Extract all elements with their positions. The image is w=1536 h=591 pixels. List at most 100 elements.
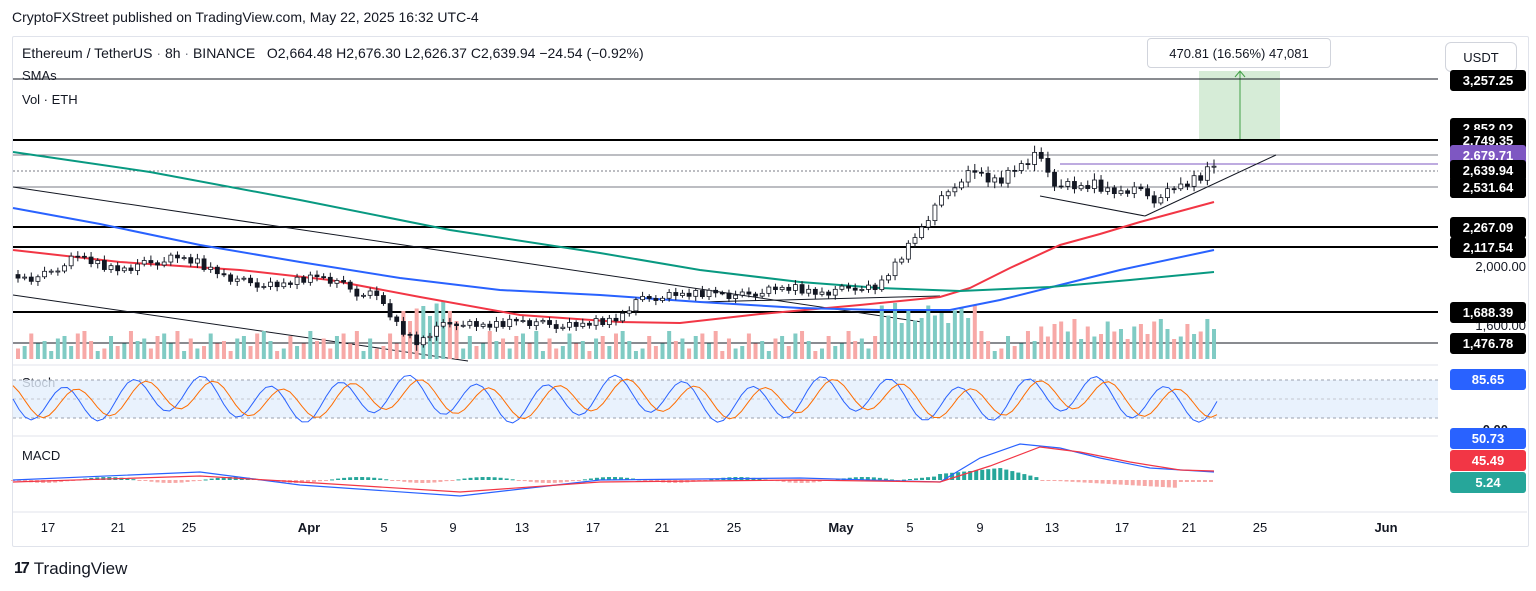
volume-bar [148,348,153,359]
candle [905,240,911,263]
volume-bar [766,351,771,359]
macd-histogram-bar [1208,480,1213,482]
candle-body [766,286,772,294]
macd-histogram-bar [372,477,377,480]
volume-bar [69,346,74,359]
macd-histogram-bar [53,480,58,483]
price-label-8: 2,117.54 [1450,237,1526,258]
candle [95,258,101,269]
candle-body [181,257,187,259]
x-tick-3: Apr [297,520,321,535]
macd-histogram-bar [1160,480,1165,488]
volume-bar [348,343,353,359]
candle [719,290,725,296]
macd-histogram-bar [23,480,28,482]
candle-body [945,191,951,197]
candle-body [88,256,94,265]
candle [726,289,732,302]
candle-body [812,288,818,295]
volume-bar [328,348,333,359]
volume-bar [932,315,937,359]
candle [55,267,61,276]
volume-bar [255,333,260,359]
macd-histogram-bar [974,470,979,480]
candle [414,331,420,351]
candle [1078,182,1084,192]
symbol-name[interactable]: Ethereum / TetherUS [22,45,153,61]
macd-histogram-bar [450,480,455,481]
volume-bar [16,348,20,359]
candle-body [832,288,838,296]
candle [673,287,679,301]
macd-histogram-bar [805,480,810,483]
macd-histogram-bar [889,479,894,481]
candle-body [1191,175,1197,187]
candles [15,145,1217,351]
candle [739,288,745,298]
volume-bar [75,333,80,359]
candle [1151,191,1157,208]
candle [1058,179,1064,189]
candle [587,321,592,329]
macd-histogram-bar [1046,480,1051,481]
volume-bar [135,341,140,359]
candle-body [214,266,220,275]
macd-histogram-bar [1058,480,1063,482]
macd-histogram-bar [793,480,798,483]
neckline-support[interactable] [1039,195,1146,217]
candle-body [799,284,805,294]
candle-body [394,316,400,322]
volume-bar [1212,329,1216,359]
candle [28,272,34,285]
macd-histogram-bar [552,480,557,483]
volume-bar [501,338,506,359]
candle-body [487,323,493,328]
macd-line [12,443,1215,497]
volume-bar [1032,341,1037,359]
currency-button[interactable]: USDT [1445,42,1517,72]
candle [214,264,220,279]
candle [394,314,400,327]
candle-body [1025,163,1031,166]
volume-bar [580,341,585,359]
descending-trendline-upper[interactable] [12,186,923,323]
volume-bar [1039,326,1044,359]
macd-legend[interactable]: MACD [22,448,61,463]
candle [932,202,938,226]
volume-bar [906,310,911,359]
volume-bar [507,348,512,359]
candle-body [493,321,499,328]
macd-histogram-bar [1166,480,1171,488]
candle-body [912,237,918,244]
candle-body [660,297,665,301]
candle [633,297,639,316]
candle [115,261,121,276]
candle [22,273,28,281]
candle [892,258,898,281]
candle-body [454,323,459,326]
macd-histogram-bar [221,477,226,480]
macd-histogram-bar [1112,480,1117,485]
volume-bar [793,333,798,359]
macd-histogram-bar [366,477,371,480]
candle [467,319,473,329]
candle-body [1098,179,1104,192]
candle-body [1092,179,1097,189]
volume-bar [95,351,100,359]
candle-body [533,321,539,326]
ascending-trendline[interactable] [1144,154,1277,217]
stoch-d-line [12,378,1218,420]
descending-trendline-lower[interactable] [12,294,469,362]
volume-legend[interactable]: Vol · ETH [22,92,78,107]
candle-body [626,310,632,314]
candle-body [879,279,885,291]
candle-body [573,322,579,327]
symbol-interval[interactable]: 8h [164,45,181,61]
candle [234,275,240,286]
macd-histogram-bar [203,479,208,481]
candle-body [793,284,798,291]
x-tick-2: 25 [181,520,197,535]
candle-body [467,321,473,326]
x-tick-17: Jun [1374,520,1398,535]
